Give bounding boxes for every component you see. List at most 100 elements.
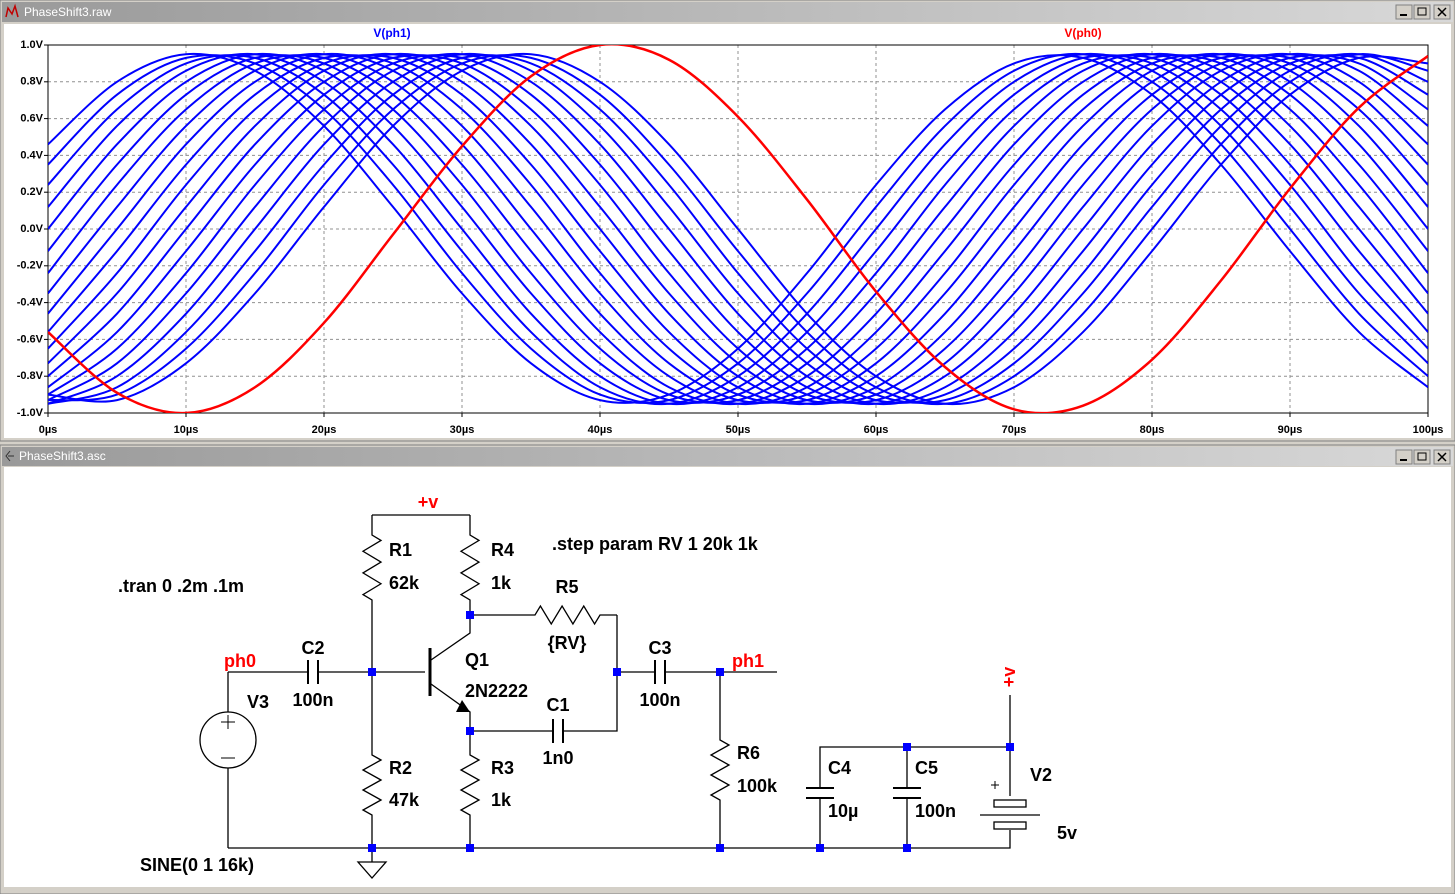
- y-tick-label: 1.0V: [20, 39, 43, 51]
- component-value: 5v: [1057, 823, 1077, 843]
- component-value: 1k: [491, 790, 512, 810]
- x-tick-label: 40µs: [588, 424, 613, 436]
- transistor-arrow: [456, 700, 470, 712]
- minimize-button[interactable]: [1395, 449, 1413, 465]
- x-tick-label: 50µs: [726, 424, 751, 436]
- maximize-button[interactable]: [1413, 4, 1431, 20]
- component-name: R5: [555, 577, 578, 597]
- title-bar[interactable]: [2, 2, 1453, 22]
- y-tick-label: 0.2V: [20, 186, 43, 198]
- series-line: [48, 52, 1428, 404]
- component-name: C3: [648, 638, 671, 658]
- junction: [716, 668, 724, 676]
- resistor: [361, 515, 383, 672]
- series-line: [48, 52, 1428, 406]
- component-name: Q1: [465, 650, 489, 670]
- series-line: [48, 53, 1428, 406]
- junction: [903, 743, 911, 751]
- series-line: [48, 52, 1428, 404]
- component-name: V3: [247, 692, 269, 712]
- component-value: 62k: [389, 573, 420, 593]
- net-label: +v: [418, 492, 439, 512]
- component-name: V2: [1030, 765, 1052, 785]
- component-value: 47k: [389, 790, 420, 810]
- component-name: C2: [301, 638, 324, 658]
- x-tick-label: 30µs: [450, 424, 475, 436]
- battery-cell: [993, 821, 1027, 830]
- y-tick-label: -0.8V: [17, 370, 44, 382]
- resistor: [709, 672, 731, 848]
- y-tick-label: -1.0V: [17, 407, 44, 419]
- schematic-pane: [4, 467, 1451, 887]
- y-tick-label: -0.4V: [17, 297, 44, 309]
- x-tick-label: 0µs: [39, 424, 58, 436]
- y-tick-label: -0.6V: [17, 333, 44, 345]
- schematic-labels: .tran 0 .2m .1m .step param RV 1 20k 1k …: [118, 492, 1077, 875]
- series-line: [48, 52, 1428, 406]
- battery-cell: [993, 799, 1027, 808]
- component-value: 100n: [915, 801, 956, 821]
- junction: [816, 844, 824, 852]
- maximize-button[interactable]: [1413, 449, 1431, 465]
- x-tick-label: 100µs: [1413, 424, 1444, 436]
- component-value: 1k: [491, 573, 512, 593]
- y-tick-label: 0.0V: [20, 223, 43, 235]
- series-line: [48, 52, 1428, 404]
- waveform-chart: 1.0V 0.8V 0.6V 0.4V 0.2V 0.0V -0.2V -0.4V -0.6V -…: [17, 26, 1444, 436]
- component-name: C5: [915, 758, 938, 778]
- window-title: PhaseShift3.asc: [19, 449, 106, 463]
- series-line: [48, 52, 1428, 405]
- window-icon: [5, 450, 14, 462]
- component-value: 2N2222: [465, 681, 528, 701]
- icon: [1437, 7, 1447, 17]
- junction: [1006, 743, 1014, 751]
- y-tick-label: 0.4V: [20, 149, 43, 161]
- net-label: ph1: [732, 651, 764, 671]
- component-name: R6: [737, 743, 760, 763]
- resistor: [470, 604, 617, 626]
- series-line: [48, 52, 1428, 406]
- component-value: 10µ: [828, 801, 858, 821]
- y-tick-label: -0.2V: [17, 260, 44, 272]
- component-value: 1n0: [542, 748, 573, 768]
- window-title: PhaseShift3.raw: [24, 5, 112, 19]
- component-value: 100k: [737, 776, 778, 796]
- resistor: [459, 731, 481, 848]
- resistor: [361, 672, 383, 848]
- wire: [563, 672, 618, 732]
- y-tick-label: 0.6V: [20, 113, 43, 125]
- series-line: [48, 45, 1428, 413]
- x-tick-label: 70µs: [1002, 424, 1027, 436]
- junction: [903, 844, 911, 852]
- minimize-button[interactable]: [1395, 4, 1413, 20]
- junction: [368, 844, 376, 852]
- wire: [819, 746, 1010, 788]
- ground: [356, 861, 388, 879]
- component-name: R1: [389, 540, 412, 560]
- window-buttons: [1395, 449, 1451, 465]
- x-tick-label: 60µs: [864, 424, 889, 436]
- window-buttons: [1395, 4, 1451, 20]
- schematic-drawing: [199, 514, 1040, 879]
- junction: [716, 844, 724, 852]
- icon: [1417, 7, 1427, 16]
- wire: [430, 615, 471, 661]
- component-name: C1: [546, 695, 569, 715]
- directive: .tran 0 .2m .1m: [118, 576, 244, 596]
- title-bar[interactable]: [2, 447, 1453, 466]
- junction: [466, 611, 474, 619]
- component-value: {RV}: [548, 633, 587, 653]
- component-value: 100n: [292, 690, 333, 710]
- junction: [466, 844, 474, 852]
- series-line: [48, 52, 1428, 404]
- series-line: [48, 52, 1428, 406]
- icon: [1437, 452, 1447, 462]
- directive: .step param RV 1 20k 1k: [552, 534, 759, 554]
- net-label: ph0: [224, 651, 256, 671]
- net-label: +v: [999, 667, 1019, 688]
- component-name: R3: [491, 758, 514, 778]
- component-value: 100n: [639, 690, 680, 710]
- source-sign: [221, 715, 235, 759]
- wire: [820, 830, 1011, 849]
- y-tick-label: 0.8V: [20, 76, 43, 88]
